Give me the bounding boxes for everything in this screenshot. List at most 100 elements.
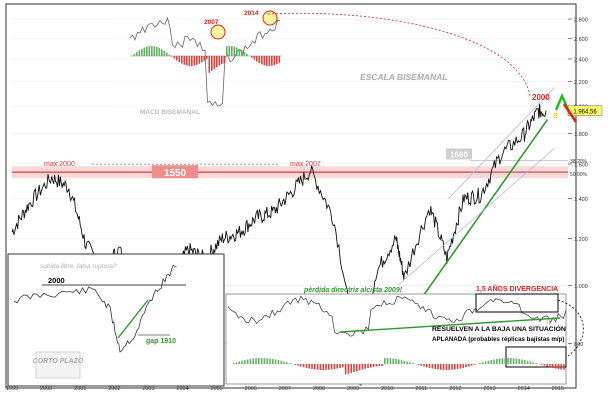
macd-histogram-bar	[278, 56, 281, 63]
x-tick-label: 2001	[74, 386, 86, 392]
oscillator-histogram-bar	[325, 364, 327, 370]
macd-histogram-bar	[143, 47, 146, 56]
macd-histogram-bar	[203, 56, 206, 61]
level-1550-box	[152, 165, 198, 179]
oscillator-histogram-bar	[406, 361, 408, 364]
oscillator-histogram-bar	[252, 358, 254, 364]
macd-histogram-bar	[183, 56, 186, 65]
oscillator-histogram-bar	[241, 360, 243, 364]
y-tick-label: 2.800	[574, 18, 588, 24]
circle-2014	[262, 10, 278, 26]
macd-histogram-bar	[211, 56, 213, 71]
oscillator-histogram-bar	[465, 364, 467, 368]
macd-histogram-bar	[261, 56, 263, 65]
oscillator-histogram-bar	[266, 358, 268, 364]
oscillator-histogram-bar	[532, 362, 534, 364]
macd-histogram-bar	[171, 56, 173, 57]
oscillator-histogram-bar	[501, 358, 504, 364]
macd-histogram-bar	[226, 46, 228, 56]
macd-histogram-bar	[141, 48, 143, 56]
y-tick-label: 2.600	[574, 37, 588, 43]
oscillator-histogram-bar	[263, 358, 266, 364]
macd-histogram-bar	[271, 56, 273, 66]
oscillator-histogram-bar	[342, 364, 344, 368]
oscillator-histogram-bar	[333, 364, 336, 370]
oscillator-histogram-bar	[504, 358, 506, 364]
macd-histogram-bar	[133, 54, 136, 56]
level-1550-label: 1550	[164, 168, 187, 179]
short-term-subtitle: subida libre, falsa ruptura?	[40, 263, 117, 270]
oscillator-histogram-bar	[277, 360, 280, 364]
oscillator-histogram-bar	[344, 364, 347, 375]
oscillator-histogram-bar	[364, 364, 366, 369]
x-tick-label: 2012	[449, 386, 461, 392]
oscillator-histogram-bar	[305, 364, 308, 368]
macd-histogram-bar	[178, 56, 181, 63]
oscillator-histogram-bar	[459, 364, 462, 369]
current-value-label: 1.964,56	[573, 109, 597, 115]
oscillator-histogram-bar	[535, 363, 537, 364]
oscillator-histogram-bar	[238, 361, 240, 364]
x-tick-label: 2008	[313, 386, 325, 392]
oscillator-histogram-bar	[440, 364, 442, 370]
macd-inset-bg	[112, 8, 282, 126]
oscillator-histogram-bar	[249, 358, 252, 364]
oscillator-histogram-bar	[386, 358, 389, 364]
macd-histogram-bar	[196, 56, 198, 65]
rsi-line	[227, 295, 567, 337]
oscillator-histogram-bar	[510, 358, 512, 364]
rsi-trend-line	[339, 317, 561, 333]
oscillator-histogram-bar	[496, 358, 498, 364]
macd-histogram-bar	[208, 56, 211, 73]
x-tick-label: 2015	[552, 386, 564, 392]
oscillator-histogram-bar	[356, 364, 358, 372]
oscillator-histogram-bar	[412, 363, 414, 364]
oscillator-histogram-bar	[456, 364, 459, 370]
oscillator-histogram-bar	[437, 364, 439, 370]
oscillator-histogram-bar	[451, 364, 453, 370]
macd-histogram-bar	[158, 47, 161, 56]
oscillator-histogram-bar	[314, 364, 316, 370]
macd-histogram-bar	[223, 56, 226, 64]
short-term-title: CORTO PLAZO	[33, 358, 84, 365]
macd-histogram-bar	[236, 47, 238, 56]
oscillator-histogram-bar	[554, 364, 557, 369]
oscillator-histogram-bar	[428, 364, 431, 368]
oscillator-histogram-bar	[361, 364, 364, 370]
oscillator-histogram-bar	[372, 364, 375, 367]
oscillator-histogram-bar	[518, 358, 520, 364]
y-tick-label: 2.200	[574, 80, 588, 86]
divergence-box-bottom	[505, 346, 567, 368]
macd-histogram-bar	[166, 52, 168, 56]
oscillator-histogram-bar	[353, 364, 355, 372]
oscillator-histogram-bar	[521, 359, 523, 364]
oscillator-histogram-bar	[294, 364, 296, 365]
oscillator-histogram-bar	[280, 360, 282, 364]
y-tick-label: 1.000	[574, 284, 588, 290]
x-tick-label: 2009	[347, 386, 359, 392]
macd-histogram-bar	[246, 53, 248, 56]
oscillator-histogram-bar	[546, 364, 548, 367]
macd-histogram-bar	[138, 50, 141, 56]
macd-histogram-bar	[161, 49, 163, 56]
oscillator-histogram-bar	[563, 364, 565, 370]
macd-histogram-bar	[243, 51, 246, 56]
warning-mark-top: !!	[553, 113, 558, 120]
oscillator-histogram-bar	[328, 364, 330, 370]
oscillator-histogram-bar	[549, 364, 551, 368]
macd-histogram-bar	[213, 56, 216, 69]
macd-histogram-bar	[146, 46, 148, 56]
oscillator-histogram-bar	[260, 358, 263, 364]
oscillator-histogram-bar	[557, 364, 560, 370]
conclusion-line-1: RESUELVEN A LA BAJA UNA SITUACIÓN	[432, 324, 566, 333]
macd-histogram-bar	[148, 46, 151, 56]
oscillator-histogram-bar	[398, 359, 400, 364]
oscillator-histogram-bar	[468, 364, 470, 367]
oscillator-histogram-bar	[381, 364, 383, 367]
oscillator-histogram-bar	[378, 364, 380, 367]
oscillator-histogram-bar	[524, 360, 526, 364]
macd-histogram-bar	[241, 50, 243, 56]
oscillator-histogram-bar	[311, 364, 313, 370]
x-tick-label: 2007	[279, 386, 291, 392]
oscillator-histogram-bar	[367, 364, 369, 369]
